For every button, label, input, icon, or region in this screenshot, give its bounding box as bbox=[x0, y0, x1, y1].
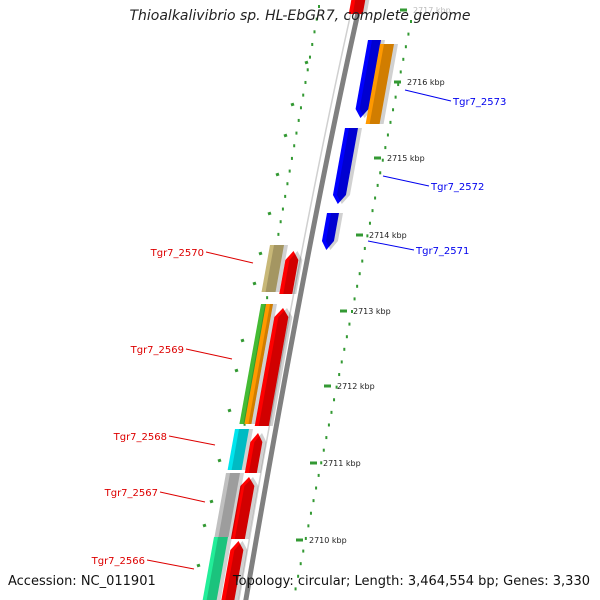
leader-line-tgr7-2568 bbox=[168, 435, 216, 446]
gene-arrow-tgr7-2566 bbox=[221, 541, 248, 600]
inner-major-tick bbox=[283, 133, 288, 138]
gene-feature-tgr7-2573 bbox=[365, 44, 398, 124]
topology-label: Topology: circular; Length: 3,464,554 bp… bbox=[232, 574, 590, 589]
inner-major-tick bbox=[275, 172, 280, 177]
gene-label-tgr7-2571: Tgr7_2571 bbox=[415, 246, 469, 257]
inner-major-tick bbox=[304, 60, 309, 65]
scale-label: 2714 kbp bbox=[369, 231, 407, 240]
accession-label: Accession: NC_011901 bbox=[8, 574, 156, 589]
inner-major-tick bbox=[196, 563, 201, 568]
scale-label: 2711 kbp bbox=[323, 459, 361, 468]
gene-arrow-tgr7-2571 bbox=[321, 213, 343, 250]
inner-major-tick bbox=[209, 499, 214, 504]
map-title: Thioalkalivibrio sp. HL-EbGR7, complete … bbox=[129, 8, 471, 24]
gene-arrow-tgr7-2567 bbox=[230, 477, 259, 539]
inner-major-tick bbox=[217, 458, 222, 463]
gene-feature-tgr7-2568 bbox=[227, 429, 253, 470]
leader-line-tgr7-2566 bbox=[146, 559, 195, 570]
gene-feature-tgr7-2567 bbox=[214, 473, 244, 537]
scale-label: 2717 kbp bbox=[413, 6, 451, 15]
gene-arrow-tgr7-2572 bbox=[332, 128, 362, 204]
gene-label-tgr7-2573: Tgr7_2573 bbox=[452, 97, 506, 108]
inner-major-tick bbox=[252, 281, 257, 286]
gene-feature-tgr7-2569-orange bbox=[244, 304, 277, 424]
inner-major-tick bbox=[202, 523, 207, 528]
gene-label-tgr7-2568: Tgr7_2568 bbox=[113, 432, 167, 443]
gene-arrow-top bbox=[348, 0, 370, 14]
gene-label-tgr7-2570: Tgr7_2570 bbox=[150, 248, 204, 259]
outer-tick-track bbox=[294, 20, 412, 591]
scale-label: 2716 kbp bbox=[407, 78, 445, 87]
gene-feature-tgr7-2570 bbox=[261, 245, 288, 292]
leader-line-tgr7-2572 bbox=[382, 175, 430, 187]
gene-label-tgr7-2566: Tgr7_2566 bbox=[91, 556, 145, 567]
scale-label: 2715 kbp bbox=[387, 154, 425, 163]
inner-major-tick bbox=[258, 251, 263, 256]
leader-line-tgr7-2571 bbox=[367, 240, 415, 251]
gene-label-tgr7-2569: Tgr7_2569 bbox=[130, 345, 184, 356]
scale-label: 2712 kbp bbox=[337, 382, 375, 391]
inner-major-tick bbox=[234, 368, 239, 373]
leader-line-tgr7-2570 bbox=[205, 251, 254, 264]
backbone-inner-line bbox=[238, 0, 355, 600]
inner-major-tick bbox=[267, 211, 272, 216]
leader-line-tgr7-2569 bbox=[185, 348, 233, 360]
gene-label-tgr7-2567: Tgr7_2567 bbox=[104, 488, 158, 499]
inner-major-tick bbox=[227, 408, 232, 413]
gene-feature-tgr7-2566 bbox=[202, 537, 232, 600]
gene-arrow-tgr7-2570 bbox=[279, 251, 303, 294]
scale-label: 2710 kbp bbox=[309, 536, 347, 545]
gene-label-tgr7-2572: Tgr7_2572 bbox=[430, 182, 484, 193]
scale-label: 2713 kbp bbox=[353, 307, 391, 316]
leader-line-tgr7-2573 bbox=[404, 89, 452, 102]
gene-arrow-tgr7-2568 bbox=[244, 433, 267, 473]
backbone-line bbox=[243, 0, 364, 600]
gene-arrow-tgr7-2569 bbox=[254, 308, 293, 426]
leader-line-tgr7-2567 bbox=[159, 491, 206, 503]
inner-major-tick bbox=[240, 338, 245, 343]
inner-major-tick bbox=[290, 102, 295, 107]
